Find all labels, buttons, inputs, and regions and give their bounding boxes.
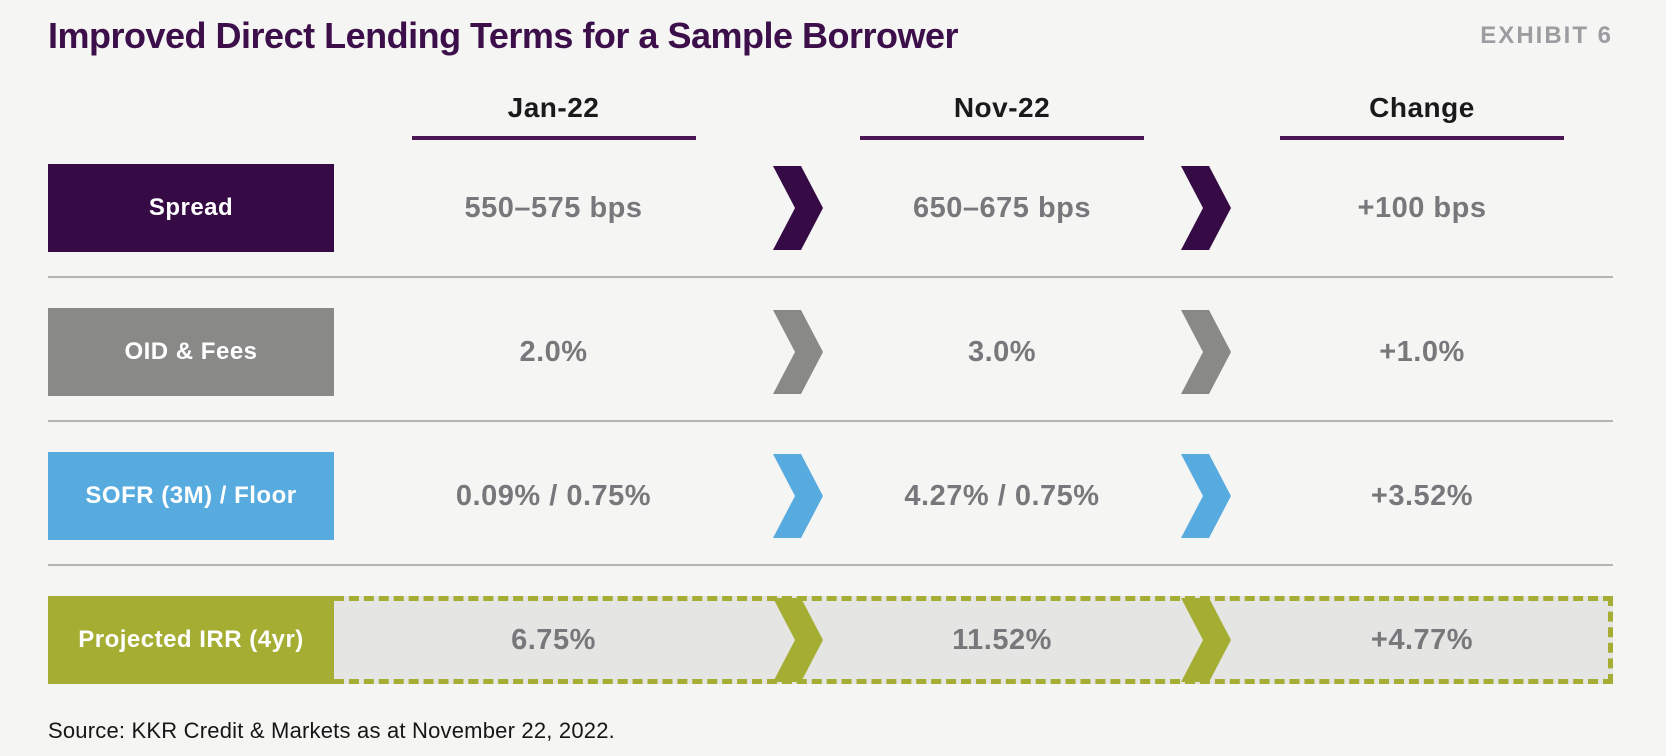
chevron-right-icon <box>1181 166 1231 250</box>
row-label-oid-fees: OID & Fees <box>48 308 334 396</box>
row-label-spread: Spread <box>48 164 334 252</box>
cell-oid-nov22: 3.0% <box>967 335 1037 368</box>
table-row-oid-fees: OID & Fees 2.0% 3.0% +1.0% <box>48 308 1613 396</box>
row-label-projected-irr: Projected IRR (4yr) <box>48 596 334 684</box>
cell-irr-jan22: 6.75% <box>511 623 596 656</box>
chevron-cell <box>773 454 823 538</box>
chevron-right-icon <box>1181 454 1231 538</box>
irr-highlight-outline <box>334 596 1613 684</box>
table-row-projected-irr: Projected IRR (4yr) 6.75% 11.52% +4.77% <box>48 596 1613 684</box>
table-body: Spread 550–575 bps 650–675 bps +100 bps … <box>48 164 1613 684</box>
column-header-underline <box>1280 136 1564 140</box>
chevron-cell <box>773 310 823 394</box>
exhibit-label: EXHIBIT 6 <box>1480 22 1613 49</box>
cell-oid-change: +1.0% <box>1379 335 1465 368</box>
exhibit-header: Improved Direct Lending Terms for a Samp… <box>48 14 1613 58</box>
column-header-underline <box>411 136 696 140</box>
row-label-text: SOFR (3M) / Floor <box>85 482 297 509</box>
cell-sofr-jan22: 0.09% / 0.75% <box>455 479 652 512</box>
row-divider <box>48 564 1613 566</box>
table-row-sofr-floor: SOFR (3M) / Floor 0.09% / 0.75% 4.27% / … <box>48 452 1613 540</box>
chevron-cell <box>773 598 823 682</box>
chevron-right-icon <box>773 166 823 250</box>
column-header-label: Nov-22 <box>953 92 1051 123</box>
cell-sofr-nov22: 4.27% / 0.75% <box>904 479 1100 512</box>
chevron-cell <box>1181 166 1231 250</box>
row-divider <box>48 420 1613 422</box>
column-header-label: Change <box>1369 92 1475 123</box>
chevron-cell <box>1181 310 1231 394</box>
chevron-right-icon <box>773 598 823 682</box>
row-label-text: Spread <box>148 194 234 221</box>
chevron-right-icon <box>1181 598 1231 682</box>
chevron-cell <box>773 166 823 250</box>
cell-spread-nov22: 650–675 bps <box>912 191 1091 224</box>
column-header-underline <box>860 136 1144 140</box>
chevron-cell <box>1181 598 1231 682</box>
cell-sofr-change: +3.52% <box>1370 479 1474 512</box>
cell-spread-change: +100 bps <box>1357 191 1487 224</box>
cell-spread-jan22: 550–575 bps <box>464 191 643 224</box>
table-row-spread: Spread 550–575 bps 650–675 bps +100 bps <box>48 164 1613 252</box>
chevron-cell <box>1181 454 1231 538</box>
column-header-change: Change <box>1231 92 1613 140</box>
page-title: Improved Direct Lending Terms for a Samp… <box>48 15 959 56</box>
chevron-right-icon <box>773 310 823 394</box>
cell-oid-jan22: 2.0% <box>519 335 588 368</box>
row-divider <box>48 276 1613 278</box>
column-header-row: Jan-22 Nov-22 Change <box>48 92 1613 140</box>
chevron-right-icon <box>773 454 823 538</box>
column-header-nov22: Nov-22 <box>823 92 1181 140</box>
cell-irr-nov22: 11.52% <box>952 623 1052 656</box>
row-label-sofr-floor: SOFR (3M) / Floor <box>48 452 334 540</box>
row-label-text: OID & Fees <box>124 338 258 365</box>
row-label-text: Projected IRR (4yr) <box>78 626 304 653</box>
cell-irr-change: +4.77% <box>1370 623 1474 656</box>
chevron-right-icon <box>1181 310 1231 394</box>
column-header-label: Jan-22 <box>507 92 600 123</box>
source-note: Source: KKR Credit & Markets as at Novem… <box>48 718 615 743</box>
column-header-jan22: Jan-22 <box>334 92 773 140</box>
